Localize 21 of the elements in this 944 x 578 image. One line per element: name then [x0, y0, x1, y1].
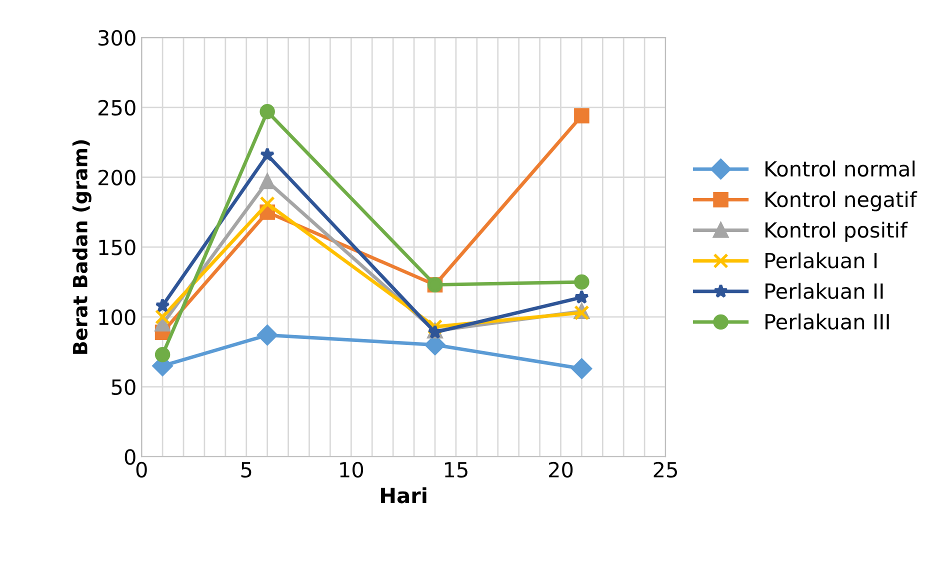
legend-label: Perlakuan II — [766, 282, 883, 300]
y-tick-label: 0 — [124, 449, 136, 465]
x-tick-label: 5 — [241, 462, 252, 478]
x-tick-label: 25 — [654, 462, 677, 478]
y-tick-label: 250 — [98, 100, 136, 116]
y-tick-label: 300 — [98, 30, 136, 46]
legend-label: Perlakuan I — [766, 252, 877, 268]
x-tick-label: 0 — [136, 462, 147, 478]
legend-label: Kontrol positif — [766, 222, 908, 242]
x-tick-label: 15 — [444, 462, 468, 478]
y-axis-title: Berat Badan (gram) — [72, 140, 92, 354]
x-tick-label: 10 — [340, 462, 364, 478]
x-axis-title: Hari — [381, 487, 426, 504]
legend-label: Kontrol negatif — [766, 191, 918, 212]
x-tick-label: 20 — [549, 462, 573, 478]
y-tick-label: 150 — [99, 240, 136, 256]
legend-label: Kontrol normal — [766, 160, 915, 177]
y-tick-label: 50 — [112, 379, 136, 395]
y-tick-label: 200 — [98, 170, 136, 186]
legend-label: Perlakuan III — [766, 313, 889, 330]
y-tick-label: 100 — [99, 309, 136, 326]
